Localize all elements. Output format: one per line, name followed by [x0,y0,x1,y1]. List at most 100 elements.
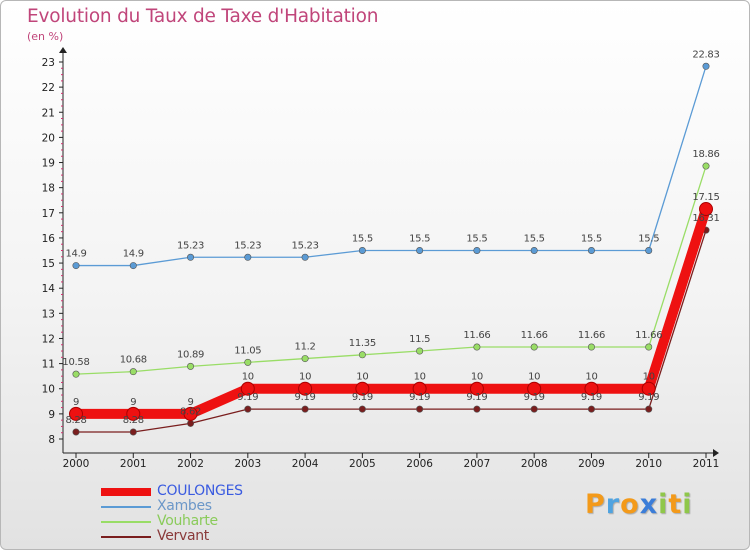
data-label: 15.5 [466,234,487,245]
y-tick-label: 8 [48,434,55,446]
data-label: 11.5 [409,334,430,345]
data-label: 11.2 [295,342,316,353]
data-label: 10 [528,372,540,383]
x-tick-label: 2010 [635,458,662,470]
series-line-vervant [76,229,707,433]
data-point [587,405,595,413]
data-label: 10 [356,372,368,383]
data-point [298,381,313,396]
data-point [530,343,538,351]
data-point [530,247,538,255]
data-label: 10 [643,372,655,383]
legend-swatch [101,506,151,508]
y-tick-label: 11 [42,359,55,371]
y-tick-label: 21 [42,107,55,119]
data-point [358,351,366,359]
data-point [126,406,141,421]
data-point [244,405,252,413]
data-label: 9.19 [237,392,258,403]
series-line-xambes [76,66,707,267]
data-point [240,381,255,396]
y-tick-label: 10 [42,384,55,396]
data-point [469,381,484,396]
data-label: 10 [414,372,426,383]
data-point [244,358,252,366]
x-tick-label: 2002 [177,458,204,470]
data-point [187,419,195,427]
data-label: 10 [585,372,597,383]
data-point [530,405,538,413]
data-label: 15.5 [352,234,373,245]
legend-label: Xambes [157,498,212,514]
data-point [129,368,137,376]
x-tick-label: 2007 [464,458,491,470]
data-label: 9.19 [466,392,487,403]
legend-swatch [101,521,151,523]
data-label: 11.66 [463,330,490,341]
data-point [244,253,252,261]
legend-swatch [101,536,151,538]
legend-swatch [101,488,151,496]
data-point [301,355,309,363]
data-label: 9 [73,397,79,408]
data-point [412,381,427,396]
data-point [358,247,366,255]
data-point [473,247,481,255]
data-label: 9.19 [409,392,430,403]
data-label: 17.15 [692,192,719,203]
data-point [183,406,198,421]
series-line-coulonges [76,207,711,419]
data-point [416,405,424,413]
data-label: 9.19 [638,392,659,403]
brand-letter: P [585,489,606,520]
y-tick-label: 19 [42,158,55,170]
data-label: 10.89 [177,349,204,360]
brand-letter: o [620,489,640,520]
data-point [72,428,80,436]
data-point [584,381,599,396]
data-point [587,343,595,351]
data-point [645,247,653,255]
y-tick-label: 18 [42,183,55,195]
x-tick-label: 2011 [693,458,720,470]
data-label: 9.19 [295,392,316,403]
data-label: 9 [188,397,194,408]
x-tick-label: 2005 [349,458,376,470]
data-label: 9 [130,397,136,408]
data-label: 15.23 [234,240,261,251]
data-point [358,405,366,413]
data-label: 15.5 [581,234,602,245]
x-tick-label: 2009 [578,458,605,470]
data-label: 15.23 [292,240,319,251]
legend-label: COULONGES [157,483,243,499]
data-point [187,362,195,370]
brand-letter: x [639,489,659,520]
y-tick-label: 23 [42,57,55,69]
data-point [69,406,83,421]
data-label: 10 [299,372,311,383]
data-label: 11.66 [578,330,605,341]
data-label: 9.19 [581,392,602,403]
data-label: 10 [242,372,254,383]
data-point [699,202,713,217]
data-point [129,262,137,270]
data-label: 8.28 [123,415,144,426]
data-label: 15.5 [524,234,545,245]
series-line-vouharte [75,165,707,375]
data-point [301,405,309,413]
y-tick-label: 14 [42,283,56,295]
data-label: 22.83 [692,49,719,60]
x-tick-label: 2003 [234,458,261,470]
brand-letter: i [658,489,669,520]
data-point [187,253,195,261]
y-axis-arrow [59,47,67,53]
data-label: 10.58 [62,357,89,368]
x-tick-label: 2008 [521,458,548,470]
data-point [702,162,710,170]
data-label: 11.35 [349,338,376,349]
chart-subtitle: (en %) [27,30,64,43]
data-point [587,247,595,255]
data-label: 16.31 [692,213,719,224]
x-tick-label: 2004 [292,458,319,470]
data-label: 11.66 [635,330,662,341]
